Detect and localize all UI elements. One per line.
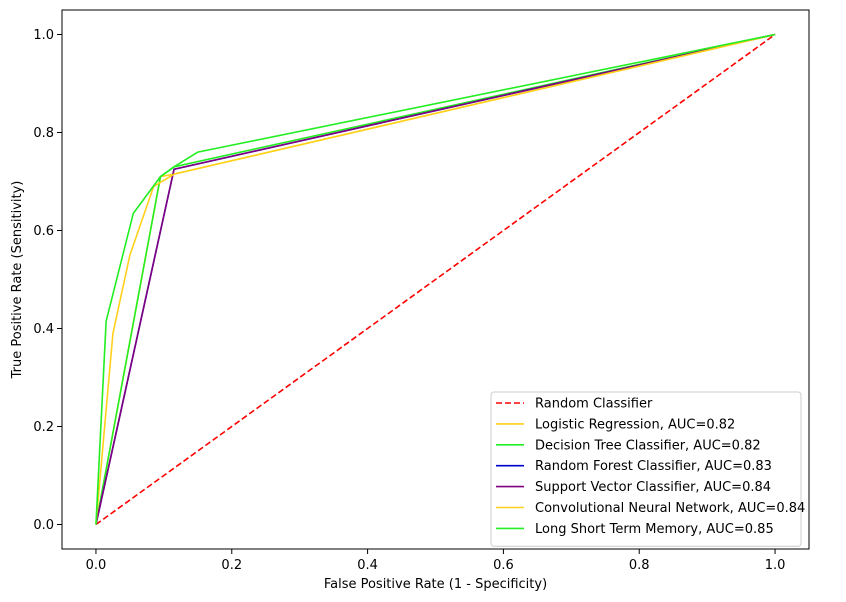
legend-label-6: Long Short Term Memory, AUC=0.85 <box>535 522 774 537</box>
y-tick-label: 0.8 <box>33 126 54 141</box>
legend-label-1: Logistic Regression, AUC=0.82 <box>535 417 735 432</box>
plot-frame <box>61 9 810 550</box>
y-axis-ticks: 0.0 0.2 0.4 0.6 0.8 1.0 <box>33 28 62 533</box>
y-tick-label: 0.6 <box>33 224 54 239</box>
x-tick-label: 0.6 <box>493 558 514 573</box>
legend-label-3: Random Forest Classifier, AUC=0.83 <box>535 459 772 474</box>
legend-label-4: Support Vector Classifier, AUC=0.84 <box>535 480 771 495</box>
series-layer <box>95 33 776 526</box>
y-tick-label: 0.2 <box>33 420 54 435</box>
y-tick-label: 0.4 <box>33 322 54 337</box>
legend-label-2: Decision Tree Classifier, AUC=0.82 <box>535 438 761 453</box>
series-line-0 <box>95 33 776 526</box>
x-axis-ticks: 0.0 0.2 0.4 0.6 0.8 1.0 <box>86 549 786 573</box>
x-tick-label: 0.4 <box>357 558 378 573</box>
y-tick-label: 0.0 <box>33 518 54 533</box>
legend-label-5: Convolutional Neural Network, AUC=0.84 <box>535 501 805 516</box>
x-tick-label: 0.2 <box>221 558 242 573</box>
legend-label-0: Random Classifier <box>535 397 653 412</box>
x-tick-label: 0.8 <box>629 558 650 573</box>
y-tick-label: 1.0 <box>33 28 54 43</box>
x-tick-label: 1.0 <box>765 558 786 573</box>
series-line-5 <box>95 33 776 525</box>
legend: Random Classifier Logistic Regression, AU… <box>490 391 805 547</box>
series-line-6 <box>95 33 776 525</box>
y-axis-label: True Positive Rate (Sensitivity) <box>10 181 25 380</box>
legend-box <box>490 391 802 547</box>
x-axis-label: False Positive Rate (1 - Specificity) <box>324 577 547 592</box>
x-tick-label: 0.0 <box>86 558 107 573</box>
series-line-4 <box>95 33 776 525</box>
